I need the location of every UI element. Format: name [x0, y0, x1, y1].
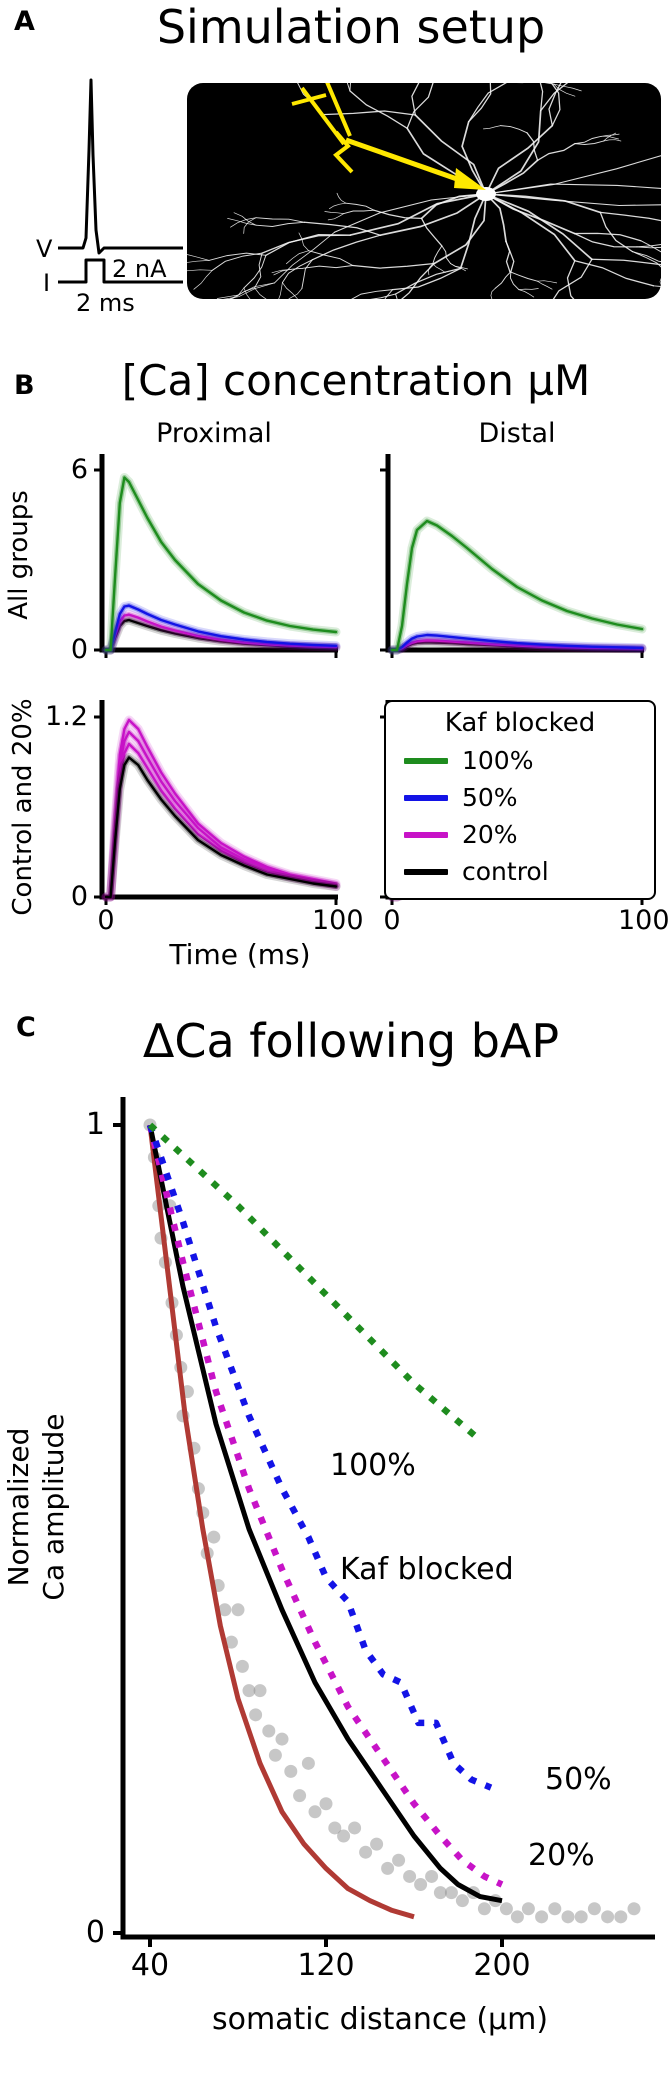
legend-title: Kaf blocked: [444, 708, 596, 738]
legend-entry-label: 50%: [462, 783, 518, 812]
soma: [476, 187, 496, 201]
legend-swatch-50: [404, 794, 448, 801]
y-tick: 1: [85, 1107, 105, 1142]
annotation-50: 50%: [545, 1762, 612, 1797]
annotation-100: 100%: [330, 1448, 416, 1483]
panel-c-label: C: [16, 1012, 36, 1043]
legend-entry-100: 100%: [386, 742, 654, 779]
y-tick: 0: [70, 634, 88, 665]
y-tick: 0: [70, 881, 88, 912]
current-label: I: [43, 269, 50, 297]
pulse-duration-label: 2 ms: [76, 289, 135, 317]
legend-swatch-control: [404, 868, 448, 875]
subplot-proximal-all-groups: [94, 454, 341, 658]
panel-c-xlabel: somatic distance (µm): [211, 2002, 549, 2037]
recording-pipette-icon: [291, 83, 496, 201]
voltage-label: V: [36, 235, 53, 263]
legend-swatch-100: [404, 757, 448, 764]
panel-b-label: B: [14, 370, 35, 401]
stimulus-trace-plot: V I 2 nA 2 ms: [36, 78, 183, 317]
row-label-control-20: Control and 20%: [8, 698, 38, 916]
panel-c-ylabel: Normalized Ca amplitude: [1, 1317, 71, 1697]
neuron-image-background: [187, 83, 661, 299]
column-header-proximal: Proximal: [156, 418, 272, 449]
y-tick: 1.2: [45, 701, 88, 732]
arrowhead-icon: [454, 168, 486, 190]
delta-ca-plot: [113, 1097, 655, 1947]
stimulus-bolt-icon: [333, 130, 354, 174]
legend-swatch-20: [404, 831, 448, 838]
x-tick: 0: [97, 905, 115, 936]
panel-c-title: ΔCa following bAP: [142, 1014, 560, 1068]
legend-entry-control: control: [386, 853, 654, 890]
x-tick: 100: [618, 905, 670, 936]
legend-entry-label: control: [462, 857, 549, 886]
x-tick: 120: [297, 1948, 355, 1983]
x-tick: 200: [473, 1948, 531, 1983]
x-tick: 100: [312, 905, 364, 936]
column-header-distal: Distal: [478, 418, 556, 449]
y-tick: 6: [70, 454, 88, 485]
arrow-shaft: [345, 137, 475, 188]
y-tick: 0: [85, 1915, 105, 1950]
subplot-proximal-control-20: [94, 700, 341, 905]
annotation-kaf-blocked: Kaf blocked: [340, 1552, 514, 1587]
time-axis-label: Time (ms): [169, 938, 311, 971]
panel-a-title: Simulation setup: [156, 0, 546, 54]
neuron-morphology-image: [187, 83, 661, 299]
x-tick: 40: [130, 1948, 170, 1983]
annotation-20: 20%: [528, 1838, 595, 1873]
current-pulse-trace: [58, 258, 183, 284]
legend-entry-50: 50%: [386, 779, 654, 816]
panel-b-title: [Ca] concentration µM: [121, 356, 591, 405]
legend: Kaf blocked 100% 50% 20% control: [384, 700, 656, 900]
legend-entry-label: 100%: [462, 746, 534, 775]
ylabel-line1: Normalized: [2, 1427, 35, 1587]
ylabel-line2: Ca amplitude: [37, 1413, 70, 1601]
legend-entry-label: 20%: [462, 820, 518, 849]
x-tick: 0: [383, 905, 401, 936]
subplot-distal-all-groups: [380, 454, 647, 658]
row-label-all-groups: All groups: [4, 490, 34, 620]
panel-a-label: A: [14, 6, 35, 37]
current-amplitude-label: 2 nA: [112, 255, 167, 283]
voltage-trace: [58, 78, 183, 255]
legend-entry-20: 20%: [386, 816, 654, 853]
